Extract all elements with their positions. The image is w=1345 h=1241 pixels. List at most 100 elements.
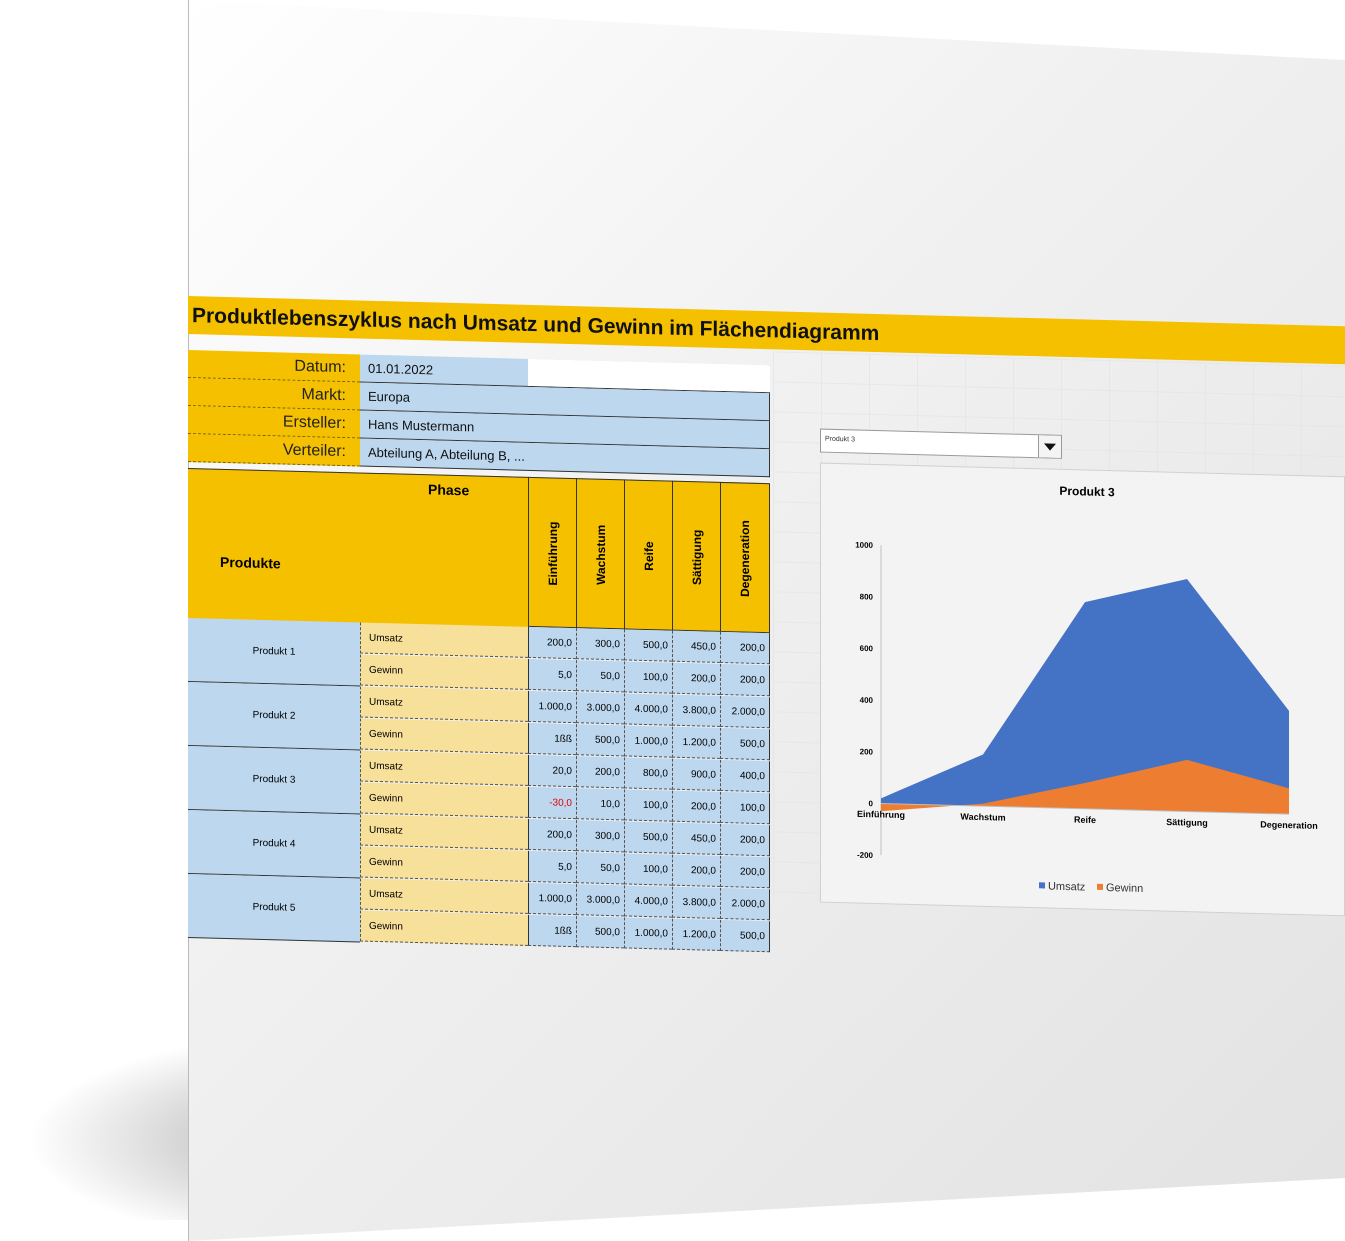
legend-swatch-umsatz <box>1039 882 1045 889</box>
table-cell[interactable]: 400,0 <box>720 759 770 793</box>
table-cell[interactable]: 200,0 <box>720 663 770 697</box>
table-cell[interactable]: -30,0 <box>528 786 576 820</box>
product-name: Produkt 3 <box>188 746 360 815</box>
info-value-text: 01.01.2022 <box>368 360 434 378</box>
metric-label: Umsatz <box>360 622 528 658</box>
area-chart[interactable]: Produkt 3 -200 0 200 400 600 800 1000 Einführung… <box>820 462 1345 917</box>
table-cell[interactable]: 3.800,0 <box>672 886 720 919</box>
table-cell[interactable]: 1.000,0 <box>528 690 576 724</box>
series-area-umsatz <box>881 578 1289 815</box>
table-cell[interactable]: 3.000,0 <box>576 692 624 725</box>
x-tick-label: Einführung <box>857 809 905 820</box>
table-cell[interactable]: 5,0 <box>528 658 576 692</box>
metric-label: Gewinn <box>360 910 528 946</box>
table-cell[interactable]: 200,0 <box>720 855 770 889</box>
table-cell[interactable]: 200,0 <box>672 662 720 695</box>
table-cell[interactable]: 100,0 <box>624 661 672 694</box>
y-tick-label: 400 <box>860 696 874 705</box>
dropdown-arrow-icon[interactable] <box>1038 435 1061 458</box>
table-cell[interactable]: 100,0 <box>624 853 672 886</box>
worksheet: Produktlebenszyklus nach Umsatz und Gewi… <box>188 296 1345 986</box>
legend-swatch-gewinn <box>1097 883 1103 890</box>
y-tick-label: 800 <box>860 592 874 601</box>
table-cell[interactable]: 300,0 <box>576 628 624 661</box>
info-value-text: Hans Mustermann <box>368 416 475 435</box>
x-tick-label: Degeneration <box>1260 819 1318 831</box>
table-cell[interactable]: 4.000,0 <box>624 693 672 726</box>
phase-header: Phase <box>428 481 470 499</box>
table-cell[interactable]: 2.000,0 <box>720 887 770 921</box>
table-cell[interactable]: 1.200,0 <box>672 726 720 759</box>
table-cell[interactable]: 500,0 <box>576 724 624 757</box>
table-cell[interactable]: 50,0 <box>576 852 624 885</box>
legend-label: Gewinn <box>1106 882 1143 895</box>
product-name: Produkt 1 <box>188 618 360 687</box>
y-tick-label: 0 <box>869 799 874 808</box>
y-tick-label: 1000 <box>855 540 873 549</box>
chart-title: Produkt 3 <box>1059 484 1115 499</box>
x-tick-label: Reife <box>1074 815 1096 826</box>
table-cell[interactable]: 200,0 <box>576 756 624 789</box>
table-header-left: Phase Produkte <box>188 468 528 629</box>
table-cell[interactable]: 3.000,0 <box>576 884 624 917</box>
table-cell[interactable]: 1ßß <box>528 914 576 948</box>
info-label: Markt: <box>188 378 360 411</box>
metric-label: Umsatz <box>360 686 528 722</box>
phase-header-3: Reife <box>624 479 672 631</box>
metric-label: Umsatz <box>360 814 528 850</box>
table-cell[interactable]: 1.200,0 <box>672 918 720 951</box>
table-cell[interactable]: 500,0 <box>720 727 770 761</box>
y-tick-label: 200 <box>860 747 874 756</box>
product-name: Produkt 2 <box>188 682 360 751</box>
table-cell[interactable]: 20,0 <box>528 754 576 788</box>
table-cell[interactable]: 200,0 <box>672 854 720 887</box>
table-cell[interactable]: 200,0 <box>528 818 576 852</box>
table-cell[interactable]: 500,0 <box>720 919 770 953</box>
phase-label: Wachstum <box>593 524 608 586</box>
table-cell[interactable]: 1.000,0 <box>624 725 672 758</box>
table-cell[interactable]: 500,0 <box>624 629 672 662</box>
x-axis-line <box>881 802 1289 815</box>
table-cell[interactable]: 100,0 <box>720 791 770 825</box>
phase-header-4: Sättigung <box>672 480 720 632</box>
phase-header-1: Einführung <box>528 476 576 629</box>
info-label: Ersteller: <box>188 406 360 439</box>
table-cell[interactable]: 500,0 <box>624 821 672 854</box>
x-tick-label: Wachstum <box>960 812 1005 823</box>
info-value-text: Europa <box>368 388 410 405</box>
metric-label: Gewinn <box>360 654 528 690</box>
products-header: Produkte <box>220 553 281 572</box>
table-cell[interactable]: 1.000,0 <box>528 882 576 916</box>
table-cell[interactable]: 1ßß <box>528 722 576 756</box>
phase-label: Reife <box>641 541 656 571</box>
metric-label: Gewinn <box>360 718 528 754</box>
table-cell[interactable]: 450,0 <box>672 822 720 855</box>
table-cell[interactable]: 3.800,0 <box>672 694 720 727</box>
metric-label: Gewinn <box>360 846 528 882</box>
table-cell[interactable]: 500,0 <box>576 916 624 949</box>
table-cell[interactable]: 10,0 <box>576 788 624 821</box>
series-area-gewinn <box>881 759 1289 815</box>
table-cell[interactable]: 5,0 <box>528 850 576 884</box>
info-label: Datum: <box>188 350 360 383</box>
table-cell[interactable]: 200,0 <box>720 823 770 857</box>
table-cell[interactable]: 1.000,0 <box>624 917 672 950</box>
table-cell[interactable]: 4.000,0 <box>624 885 672 918</box>
table-cell[interactable]: 450,0 <box>672 630 720 663</box>
phase-label: Sättigung <box>689 529 704 586</box>
table-cell[interactable]: 2.000,0 <box>720 695 770 729</box>
table-cell[interactable]: 200,0 <box>720 631 770 665</box>
y-tick-label: 600 <box>860 644 874 653</box>
info-value-text: Abteilung A, Abteilung B, ... <box>368 444 525 464</box>
table-cell[interactable]: 200,0 <box>672 790 720 823</box>
table-cell[interactable]: 200,0 <box>528 626 576 660</box>
phase-label: Degeneration <box>738 520 752 598</box>
table-cell[interactable]: 50,0 <box>576 660 624 693</box>
phase-label: Einführung <box>545 521 560 586</box>
table-cell[interactable]: 900,0 <box>672 758 720 791</box>
metric-label: Umsatz <box>360 878 528 914</box>
table-cell[interactable]: 800,0 <box>624 757 672 790</box>
table-cell[interactable]: 300,0 <box>576 820 624 853</box>
table-cell[interactable]: 100,0 <box>624 789 672 822</box>
product-selector-value: Produkt 3 <box>825 435 855 444</box>
